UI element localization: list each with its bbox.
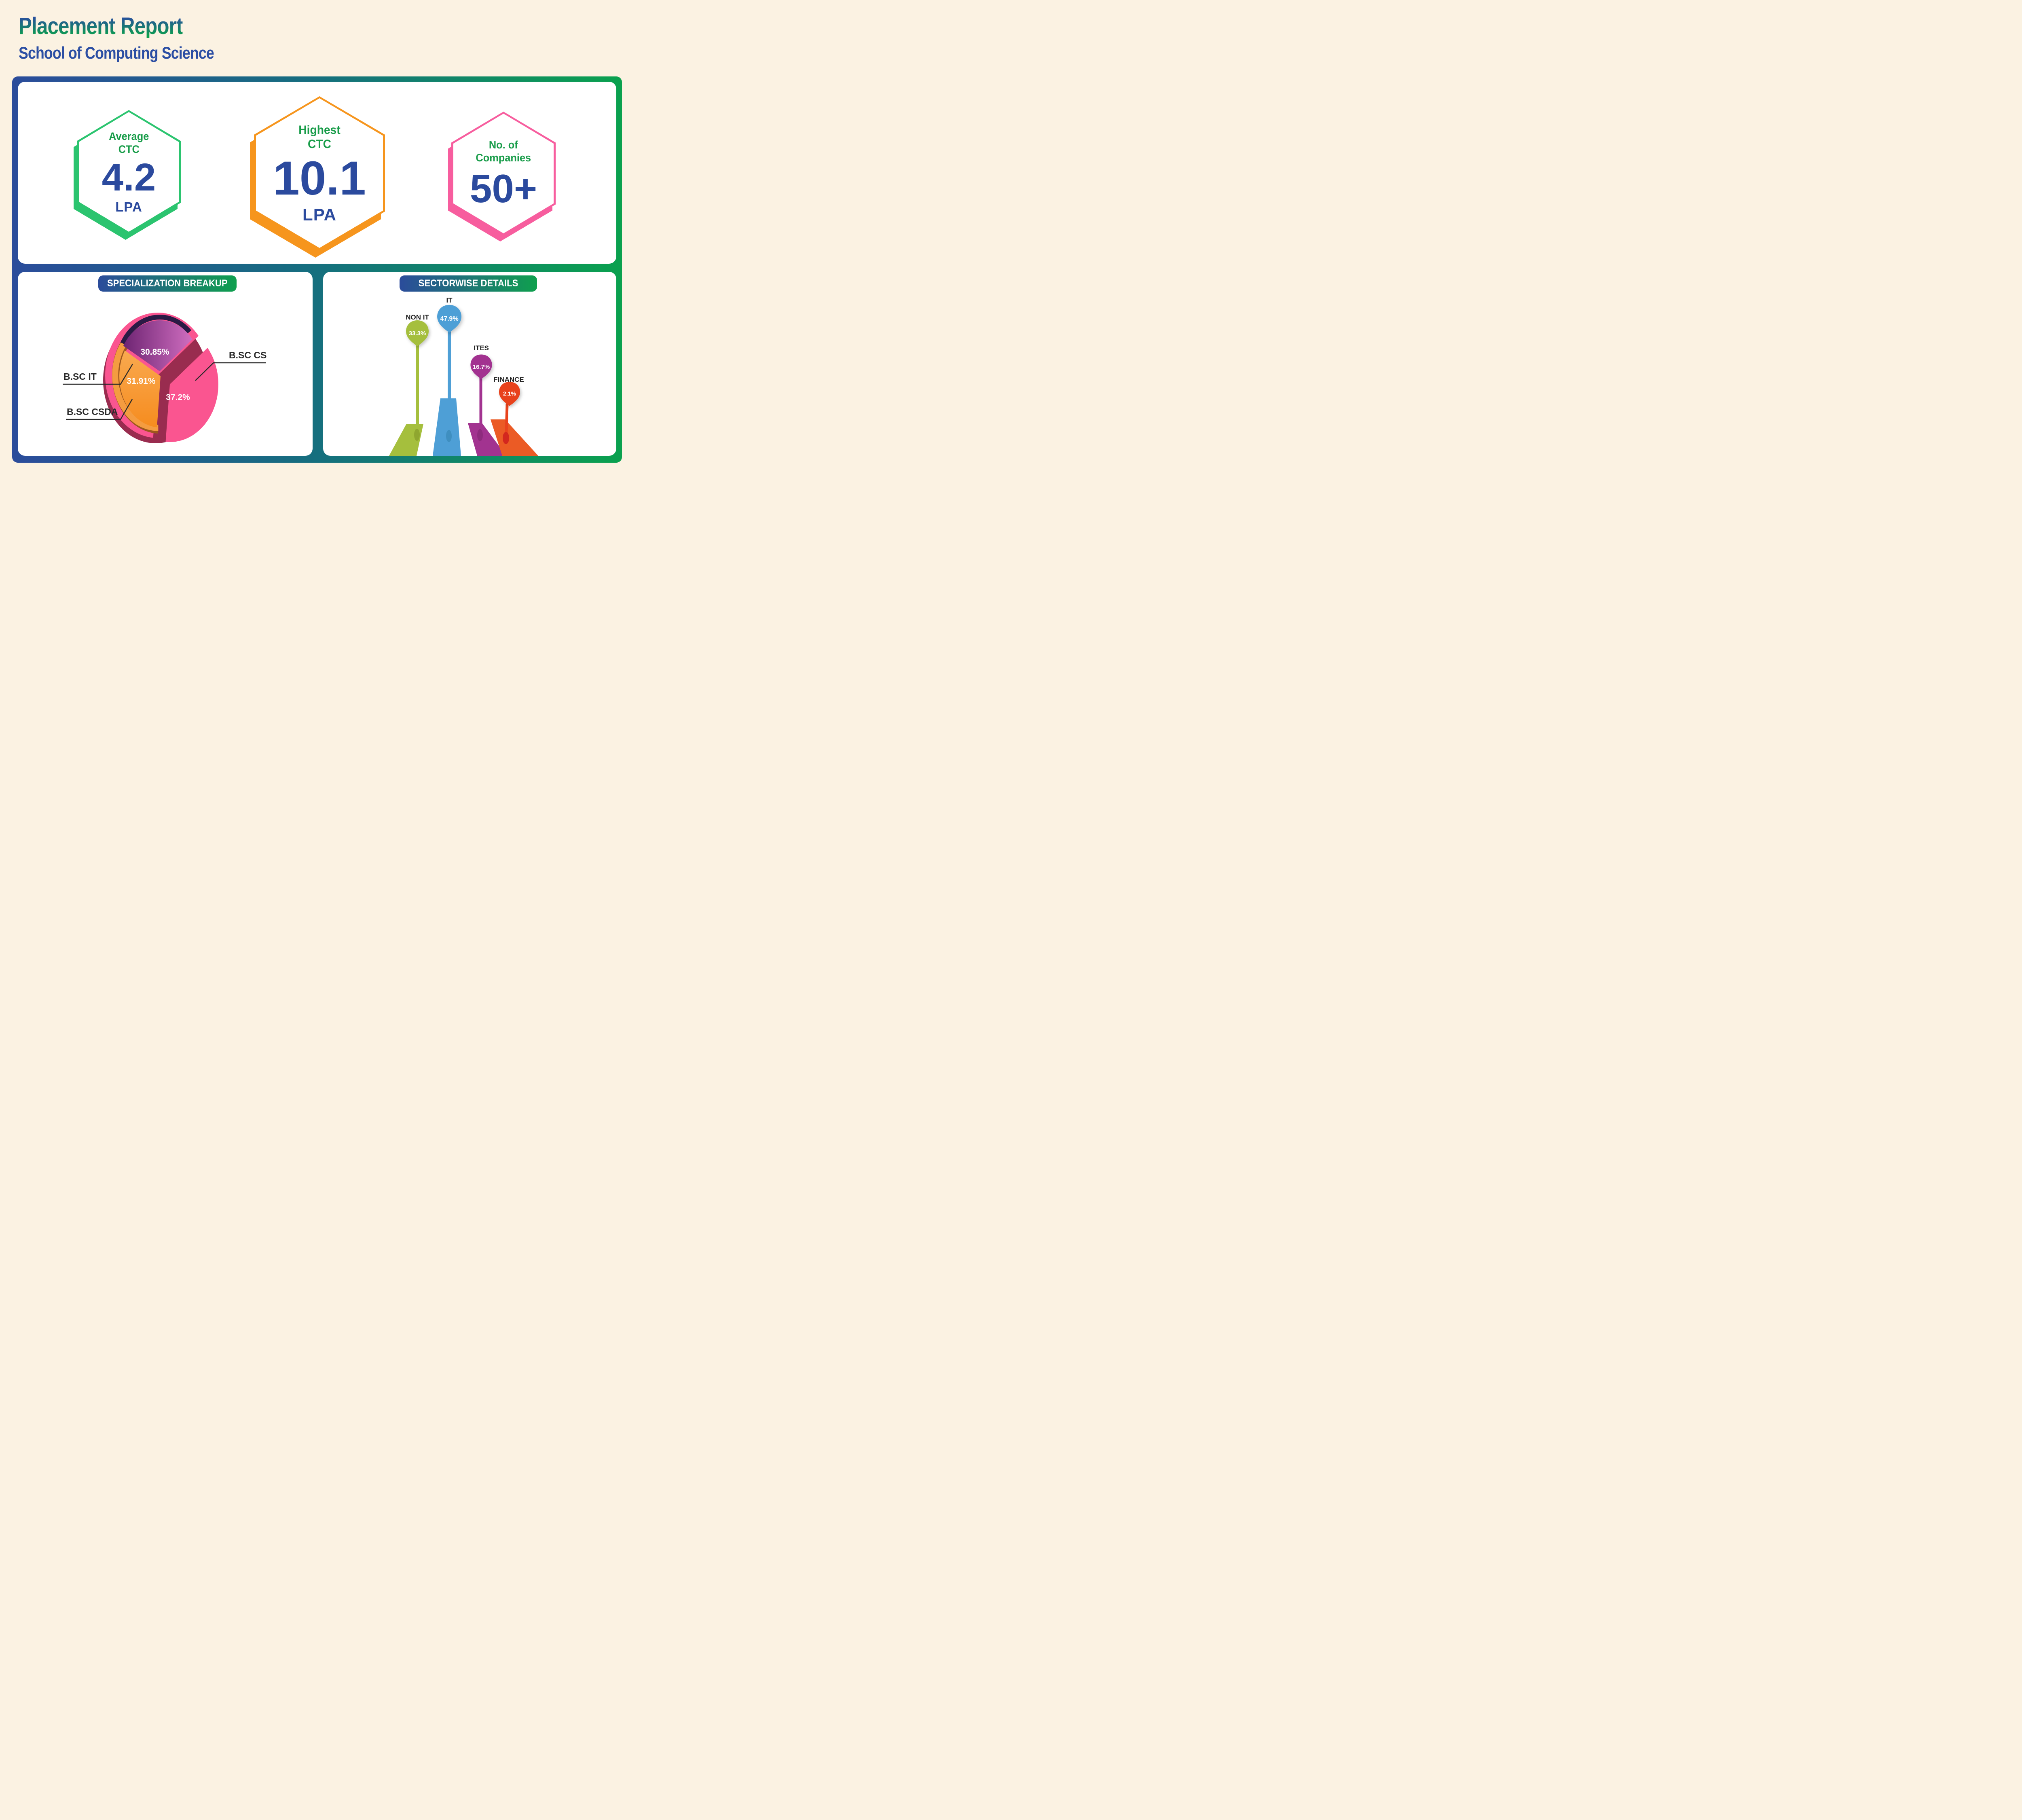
- stat-label: Highest CTC: [298, 123, 341, 151]
- pin-strips: [389, 398, 538, 456]
- sector-label-it: IT: [446, 296, 453, 304]
- strip-it: [433, 398, 461, 456]
- balloon-non-it: [406, 320, 429, 346]
- stat-label: Average CTC: [108, 130, 149, 155]
- sector-pin-non-it: NON IT 33.3%: [406, 313, 429, 441]
- sectors-header: SECTORWISE DETAILS: [400, 275, 537, 292]
- stat-hex-highest-ctc: Highest CTC 10.1 LPA: [250, 96, 385, 258]
- leader-line-bsc-cs: [195, 362, 266, 381]
- page-title: Placement Report: [19, 13, 183, 39]
- pin-drop: [503, 432, 509, 444]
- stat-hex-average-ctc: Average CTC 4.2 LPA: [74, 110, 181, 240]
- sector-pin-ites: ITES 16.7%: [470, 344, 492, 441]
- page-subtitle: School of Computing Science: [19, 43, 214, 62]
- pie-label-bsc-csda: B.SC CSDA: [67, 406, 118, 417]
- stat-value: 10.1: [273, 152, 366, 205]
- hex-fill: [453, 114, 554, 233]
- sectors-pin-chart: NON IT 33.3% IT 47.9% ITES 16.7% FINANCE…: [389, 296, 538, 456]
- sector-label-ites: ITES: [474, 344, 489, 352]
- balloon-ites: [470, 354, 492, 379]
- pie-group: [103, 312, 218, 443]
- pin-stick: [505, 403, 509, 435]
- balloon-it: [437, 305, 461, 333]
- placement-report-infographic: Placement Report School of Computing Sci…: [0, 0, 634, 476]
- sector-value-finance: 2.1%: [503, 390, 516, 397]
- stat-value: 50+: [470, 166, 537, 211]
- specialization-pie-chart: B.SC CS B.SC IT B.SC CSDA 30.85% 31.91% …: [63, 312, 266, 443]
- pie-value-bsc-cs: 37.2%: [166, 393, 190, 402]
- pin-drop: [477, 429, 483, 441]
- sector-pin-it: IT 47.9%: [437, 296, 461, 442]
- stat-label: No. of Companies: [476, 139, 531, 164]
- pie-label-bsc-cs: B.SC CS: [229, 350, 266, 360]
- stat-hex-company-count: No. of Companies 50+: [448, 112, 556, 241]
- sector-value-it: 47.9%: [440, 315, 458, 322]
- pin-drop: [446, 430, 452, 442]
- stat-unit: LPA: [302, 205, 336, 224]
- pie-rim-indigo: [120, 315, 192, 345]
- strip-finance: [491, 419, 538, 456]
- sector-value-ites: 16.7%: [473, 364, 490, 370]
- sector-label-non-it: NON IT: [406, 313, 429, 321]
- strip-ites: [468, 423, 506, 456]
- sector-value-non-it: 33.3%: [409, 330, 426, 337]
- pin-drop: [414, 429, 420, 441]
- pie-value-bsc-it: 30.85%: [140, 347, 169, 357]
- sector-pin-finance: FINANCE 2.1%: [493, 376, 524, 444]
- leader-line-bsc-csda: [66, 399, 133, 420]
- specialization-header: SPECIALIZATION BREAKUP: [98, 275, 237, 292]
- stat-unit: LPA: [115, 199, 142, 215]
- balloon-finance: [499, 382, 520, 406]
- pie-slice-bsc-it: [123, 320, 192, 371]
- sector-label-finance: FINANCE: [493, 376, 524, 383]
- pie-value-bsc-csda: 31.91%: [127, 377, 156, 386]
- pie-label-bsc-it: B.SC IT: [63, 371, 97, 382]
- stat-value: 4.2: [102, 156, 156, 199]
- leader-line-bsc-it: [63, 364, 133, 385]
